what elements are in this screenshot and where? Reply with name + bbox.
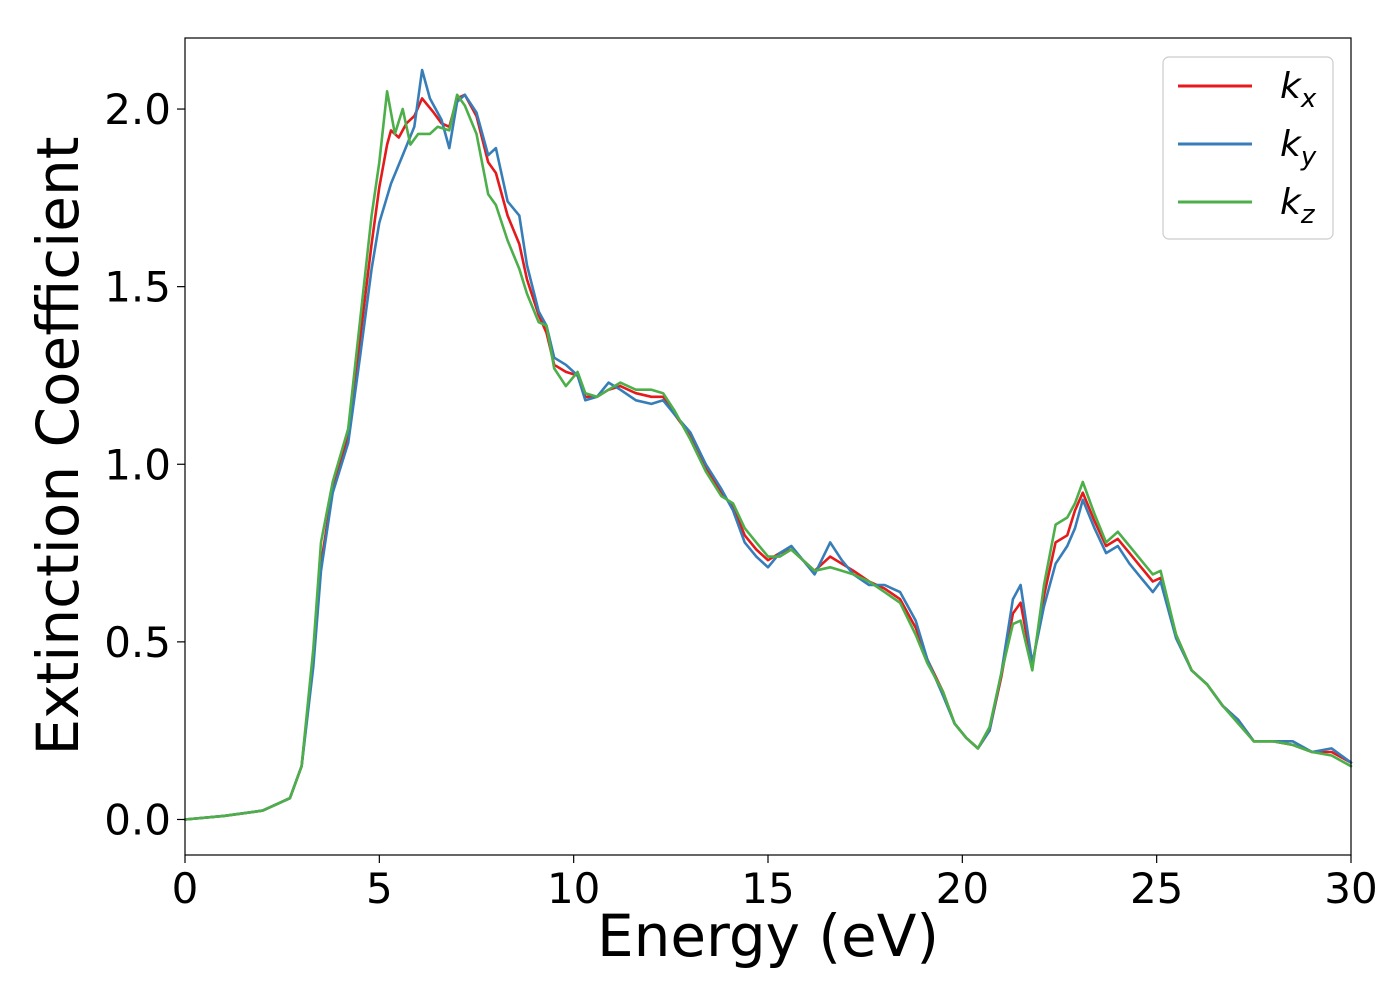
- y-axis-label: Extinction Coefficient: [24, 137, 92, 756]
- y-tick-label: 1.0: [104, 440, 171, 489]
- x-tick-label: 20: [936, 864, 989, 913]
- x-axis: 0 5 10 15 20 25 30: [172, 855, 1378, 913]
- x-tick-label: 5: [366, 864, 393, 913]
- legend: kx ky kz: [1162, 56, 1334, 240]
- series-line-k-y: [183, 68, 1353, 821]
- legend-box: [1162, 56, 1334, 240]
- series-layer: [183, 68, 1353, 821]
- legend-label-k-y: ky: [1280, 124, 1317, 172]
- y-tick-label: 0.0: [104, 795, 171, 844]
- y-tick-label: 1.5: [104, 263, 171, 312]
- x-tick-label: 25: [1130, 864, 1183, 913]
- y-axis: 0.0 0.5 1.0 1.5 2.0: [104, 85, 185, 844]
- legend-label-k-z: kz: [1280, 182, 1316, 230]
- y-tick-label: 0.5: [104, 618, 171, 667]
- series-line-k-x: [183, 93, 1353, 821]
- x-tick-label: 10: [547, 864, 600, 913]
- x-axis-label: Energy (eV): [597, 902, 939, 970]
- x-tick-label: 0: [172, 864, 199, 913]
- x-tick-label: 15: [741, 864, 794, 913]
- y-tick-label: 2.0: [104, 85, 171, 134]
- series-line-k-z: [183, 90, 1353, 821]
- x-tick-label: 30: [1324, 864, 1377, 913]
- legend-label-k-x: kx: [1280, 66, 1317, 114]
